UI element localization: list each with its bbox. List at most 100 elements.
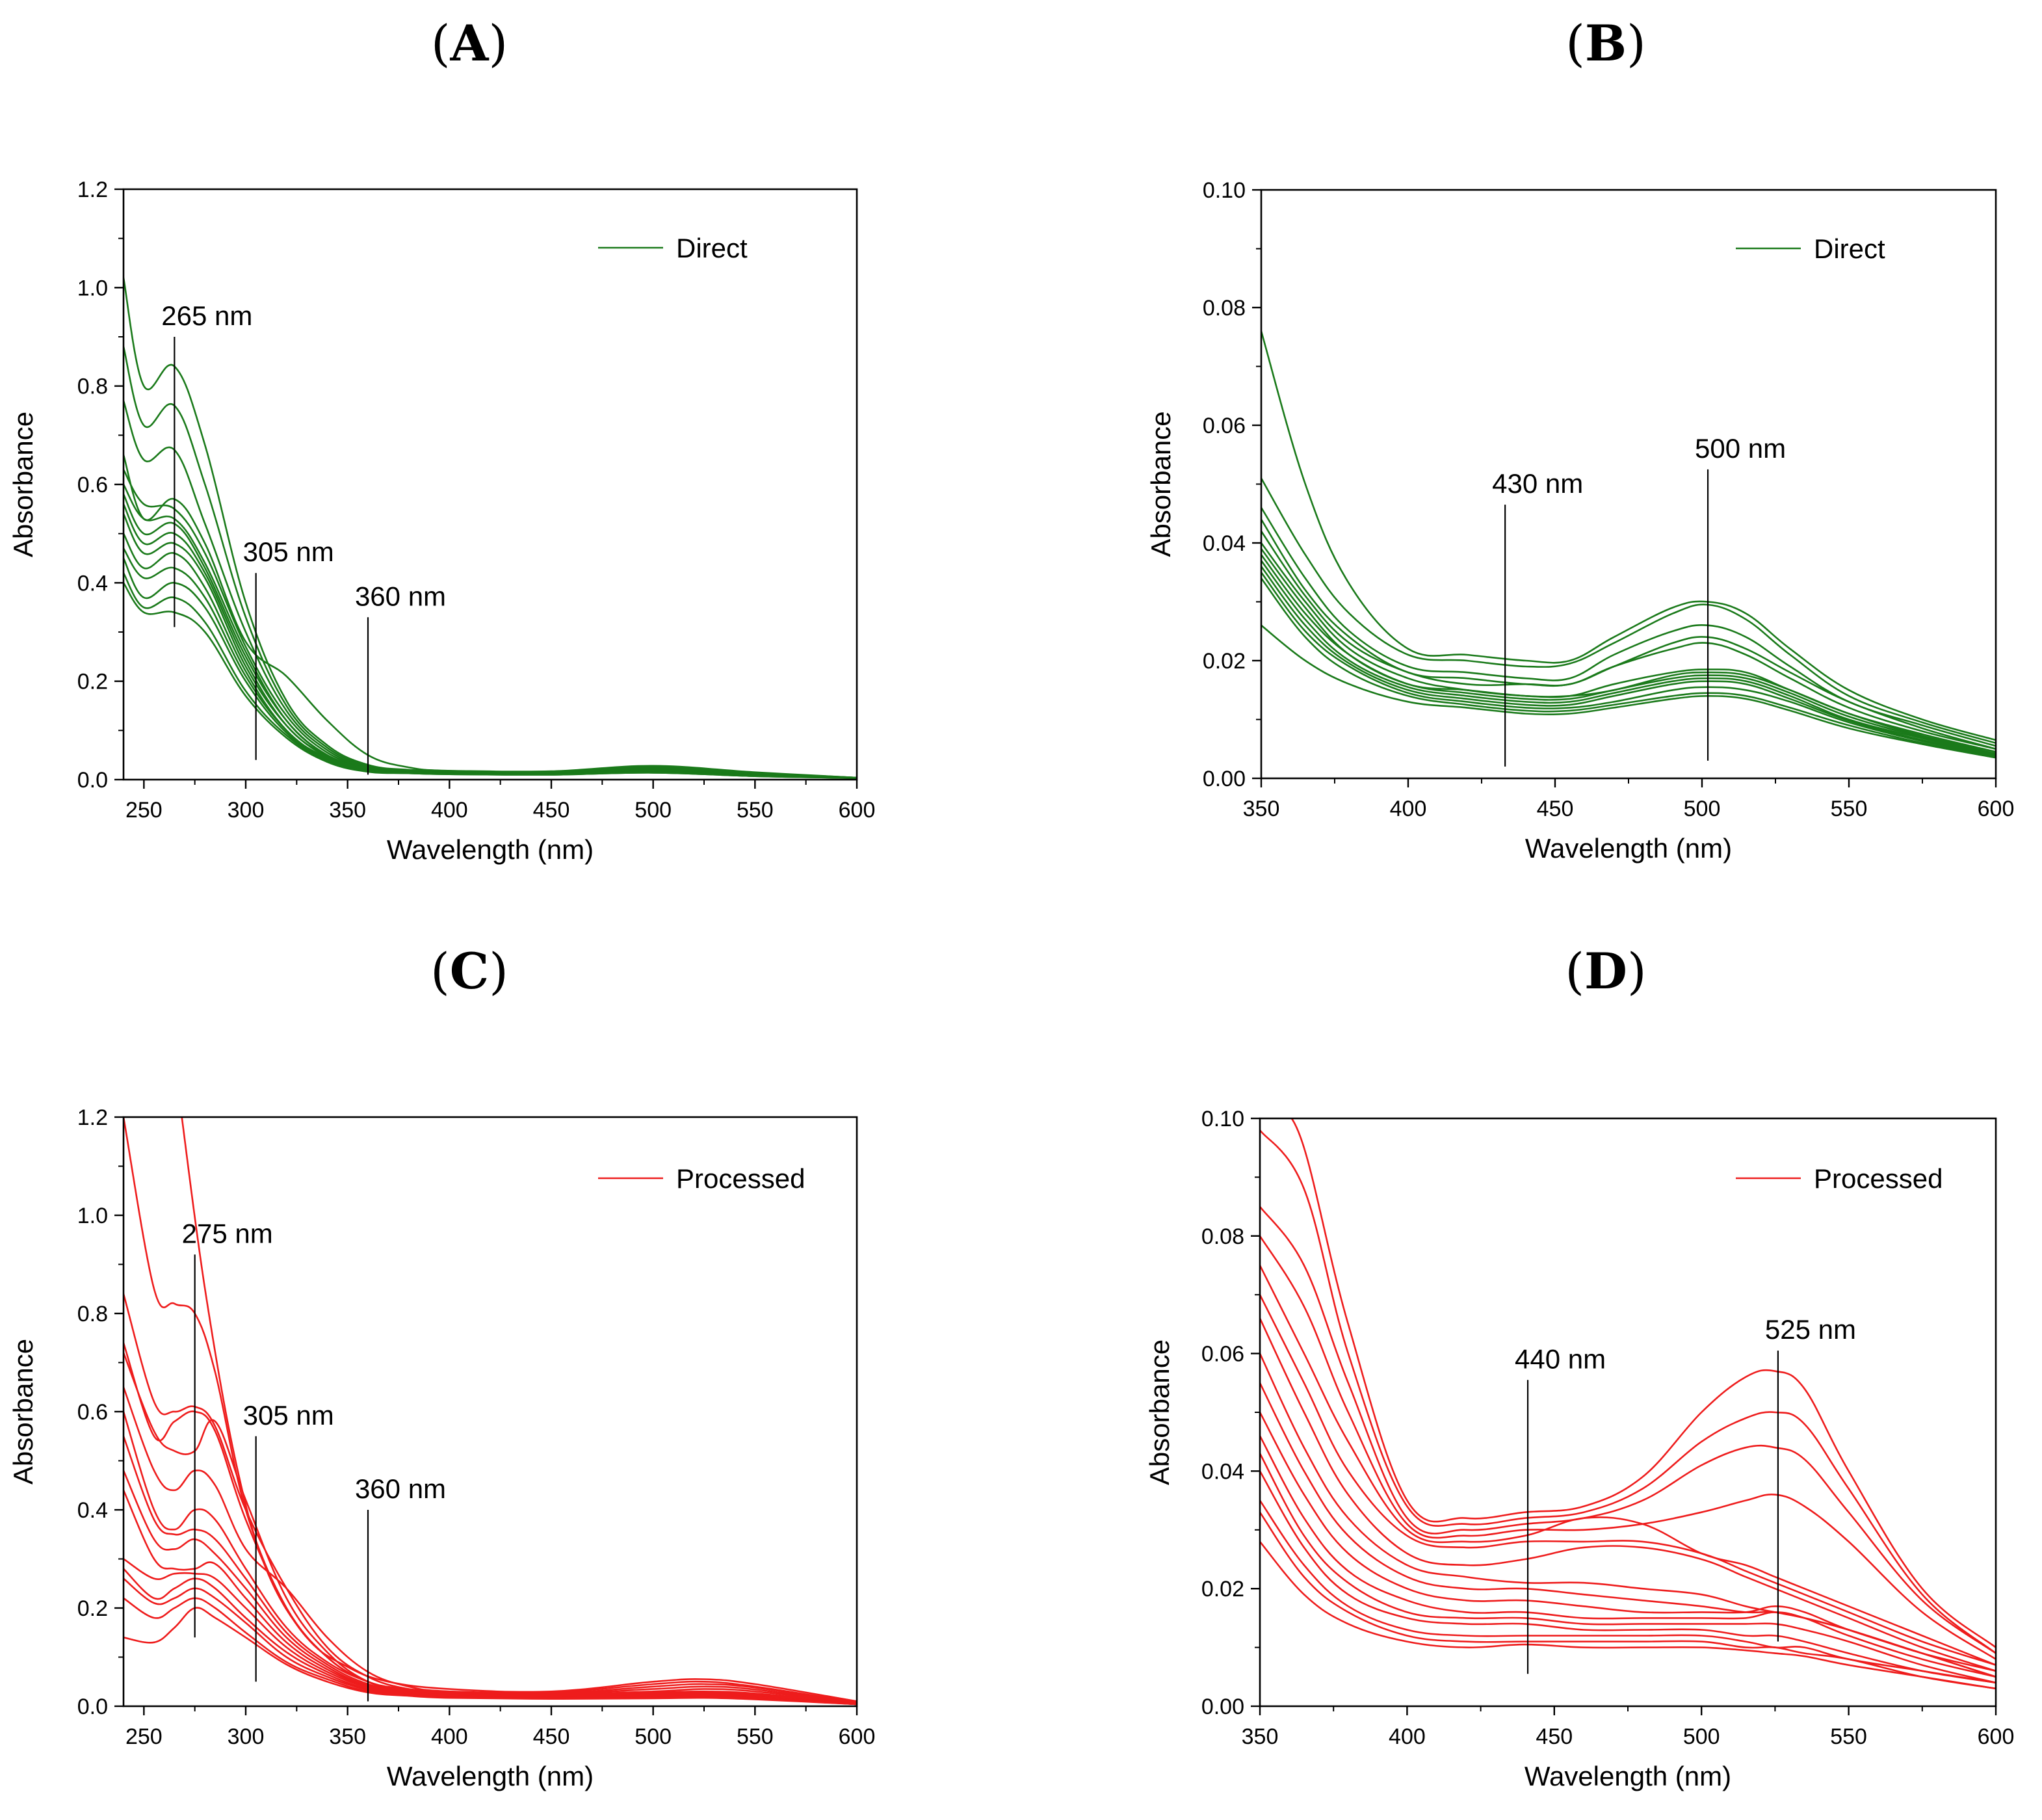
y-tick-label-A: 0.8	[77, 375, 108, 399]
y-tick-label-A: 0.0	[77, 768, 108, 793]
series-line-B-2	[1261, 477, 1996, 744]
series-line-D-2	[1260, 1129, 1996, 1654]
series-line-D-7	[1260, 1317, 1996, 1672]
series-line-C-4	[124, 1342, 857, 1704]
series-line-A-2	[124, 345, 857, 779]
y-axis-title-B: Absorbance	[1145, 411, 1176, 557]
legend-D: Processed	[1736, 1163, 1943, 1194]
series-line-B-5	[1261, 530, 1996, 750]
series-line-D-4	[1260, 1235, 1996, 1660]
series-line-D-16	[1260, 1540, 1996, 1690]
series-line-A-4	[124, 454, 857, 779]
series-line-A-3	[124, 400, 857, 779]
panel-label-C: (C)	[430, 942, 508, 1000]
series-line-D-15	[1260, 1511, 1996, 1690]
annotation-label-A-2: 305 nm	[243, 536, 334, 567]
y-tick-label-D: 0.04	[1201, 1459, 1244, 1484]
panel-label-B: (B)	[1565, 14, 1646, 72]
y-tick-label-B: 0.04	[1203, 531, 1246, 556]
x-tick-label-B-500: 500	[1684, 797, 1721, 821]
y-tick-label-C: 0.8	[77, 1302, 108, 1326]
panel-D: (D) 440 nm 525 nm 350 400 450 500 550 600 0.00 0.0…	[1144, 942, 2014, 1791]
panel-C: (C) 275 nm 305 nm 360 nm 250 300 350 400 450 500 5…	[8, 942, 875, 1791]
y-tick-label-C: 0.4	[77, 1498, 108, 1523]
x-tick-label-B-350: 350	[1243, 797, 1280, 821]
x-tick-label-C-450: 450	[533, 1724, 570, 1749]
annotation-label-C-2: 305 nm	[243, 1400, 334, 1431]
x-tick-label-B-550: 550	[1831, 797, 1868, 821]
y-tick-label-A: 0.4	[77, 571, 108, 596]
series-line-C-7	[124, 1410, 857, 1704]
y-tick-label-C: 0.0	[77, 1695, 108, 1719]
series-group-A	[124, 276, 857, 779]
legend-label-A: Direct	[676, 233, 748, 263]
annotation-label-D-2: 525 nm	[1765, 1314, 1856, 1345]
series-line-D-6	[1260, 1293, 1996, 1666]
series-line-C-3	[124, 1293, 857, 1704]
x-tick-label-D-600: 600	[1978, 1724, 2015, 1749]
series-line-D-12	[1260, 1453, 1996, 1684]
series-line-B-9	[1261, 559, 1996, 756]
series-line-B-11	[1261, 572, 1996, 757]
y-tick-label-C: 1.0	[77, 1204, 108, 1228]
x-axis-title-D: Wavelength (nm)	[1525, 1761, 1731, 1791]
annotation-label-B-1: 430 nm	[1492, 468, 1583, 499]
series-line-D-3	[1260, 1206, 1996, 1654]
annotation-label-C-1: 275 nm	[182, 1218, 273, 1248]
series-line-D-5	[1260, 1264, 1996, 1666]
legend-A: Direct	[598, 233, 748, 263]
legend-B: Direct	[1736, 233, 1885, 264]
y-tick-label-B: 0.00	[1203, 767, 1246, 791]
x-tick-label-C-600: 600	[839, 1724, 876, 1749]
series-line-D-11	[1260, 1434, 1996, 1678]
y-axis-title-D: Absorbance	[1144, 1339, 1175, 1485]
annotation-label-B-2: 500 nm	[1695, 433, 1786, 464]
legend-label-C: Processed	[676, 1163, 805, 1194]
y-tick-label-B: 0.06	[1203, 414, 1246, 438]
annotation-label-D-1: 440 nm	[1515, 1343, 1606, 1374]
y-tick-label-A: 1.2	[77, 178, 108, 202]
x-axis-title-C: Wavelength (nm)	[387, 1761, 594, 1791]
x-tick-label-A-550: 550	[737, 798, 774, 823]
x-tick-label-A-500: 500	[635, 798, 672, 823]
y-tick-label-B: 0.02	[1203, 649, 1246, 674]
y-tick-label-A: 0.6	[77, 473, 108, 497]
panel-label-A: (A)	[431, 14, 508, 72]
x-axis-title-B: Wavelength (nm)	[1525, 833, 1732, 864]
panel-A: (A) 265 nm 305 nm 360 nm 250 300 350 400 450 500 5…	[8, 14, 875, 865]
legend-label-D: Processed	[1814, 1163, 1943, 1194]
series-group-D	[1260, 1118, 1996, 1690]
y-tick-label-D: 0.02	[1201, 1577, 1244, 1602]
x-tick-label-B-600: 600	[1978, 797, 2015, 821]
x-tick-label-D-400: 400	[1389, 1724, 1426, 1749]
series-line-D-10	[1260, 1411, 1996, 1678]
series-line-B-12	[1261, 577, 1996, 758]
series-line-C-5	[124, 1352, 857, 1704]
series-line-B-1	[1261, 330, 1996, 741]
x-tick-label-A-250: 250	[125, 798, 163, 823]
annotation-label-A-3: 360 nm	[355, 581, 446, 611]
series-line-D-13	[1260, 1470, 1996, 1684]
y-tick-label-D: 0.00	[1201, 1695, 1244, 1719]
x-tick-label-C-350: 350	[329, 1724, 366, 1749]
y-tick-label-A: 1.0	[77, 276, 108, 300]
x-tick-label-A-400: 400	[431, 798, 468, 823]
x-tick-label-A-450: 450	[533, 798, 570, 823]
x-tick-label-D-350: 350	[1242, 1724, 1279, 1749]
x-tick-label-C-400: 400	[431, 1724, 468, 1749]
panel-label-D: (D)	[1565, 942, 1646, 1000]
x-tick-label-D-500: 500	[1683, 1724, 1720, 1749]
y-tick-label-B: 0.10	[1203, 178, 1246, 203]
annotation-label-C-3: 360 nm	[355, 1473, 446, 1504]
x-tick-label-B-400: 400	[1390, 797, 1427, 821]
x-tick-label-D-450: 450	[1536, 1724, 1573, 1749]
y-tick-label-C: 1.2	[77, 1105, 108, 1130]
series-line-A-14	[124, 582, 857, 779]
series-line-B-8	[1261, 553, 1996, 755]
x-tick-label-C-550: 550	[737, 1724, 774, 1749]
y-axis-title-A: Absorbance	[8, 412, 38, 557]
series-line-C-6	[124, 1386, 857, 1704]
x-tick-label-D-550: 550	[1830, 1724, 1867, 1749]
